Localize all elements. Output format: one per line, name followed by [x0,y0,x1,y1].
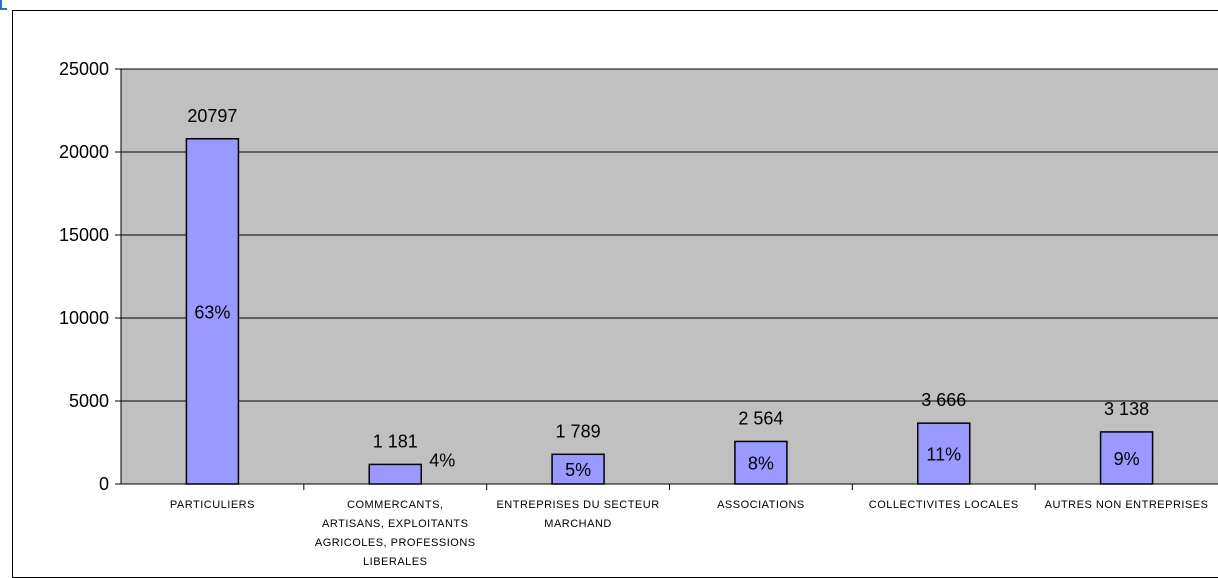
x-category-label: LIBERALES [363,556,427,568]
percent-label: 5% [565,460,591,480]
bar [734,440,788,485]
x-category-label: COMMERCANTS, [347,499,443,511]
percent-label: 4% [429,450,455,470]
x-category-label: AGRICOLES, PROFESSIONS [315,537,476,549]
x-category-label: ENTREPRISES DU SECTEUR [496,499,659,511]
y-axis-ticks: 0 5000 10000 15000 20000 25000 [59,59,121,494]
gridlines [121,68,1218,402]
bar [185,138,240,485]
bar [917,422,971,485]
x-category-label: ARTISANS, EXPLOITANTS [322,518,468,530]
bar [368,463,422,485]
bar [551,453,605,485]
percent-label: 9% [1114,449,1140,469]
x-category-label: AUTRES NON ENTREPRISES [1045,499,1209,511]
y-tick-label: 20000 [59,142,109,162]
y-tick-label: 10000 [59,308,109,328]
percent-label: 11% [926,445,961,465]
value-label: 20797 [187,106,237,126]
corner-mark [0,0,7,10]
percent-label: 8% [748,454,774,474]
x-category-label: ASSOCIATIONS [717,499,805,511]
y-tick-label: 25000 [59,59,109,79]
y-tick-label: 15000 [59,225,109,245]
bar [1099,431,1154,485]
data-labels: 20797 63% 1 181 4% 1 789 5% 2 564 8% 3 666 11% 3 1… [187,106,1149,480]
x-category-label: PARTICULIERS [170,499,255,511]
value-label: 3 666 [921,390,966,410]
plot-area [121,69,1218,484]
x-axis-categories: PARTICULIERS COMMERCANTS, ARTISANS, EXPLOI… [170,484,1209,568]
value-label: 2 564 [738,408,783,428]
percent-label: 63% [194,302,230,322]
value-label: 1 789 [556,421,601,441]
y-tick-label: 0 [99,474,109,494]
y-tick-label: 5000 [69,391,109,411]
x-category-label: COLLECTIVITES LOCALES [869,499,1019,511]
value-label: 3 138 [1104,399,1149,419]
value-label: 1 181 [373,431,418,451]
x-category-label: MARCHAND [544,518,612,530]
